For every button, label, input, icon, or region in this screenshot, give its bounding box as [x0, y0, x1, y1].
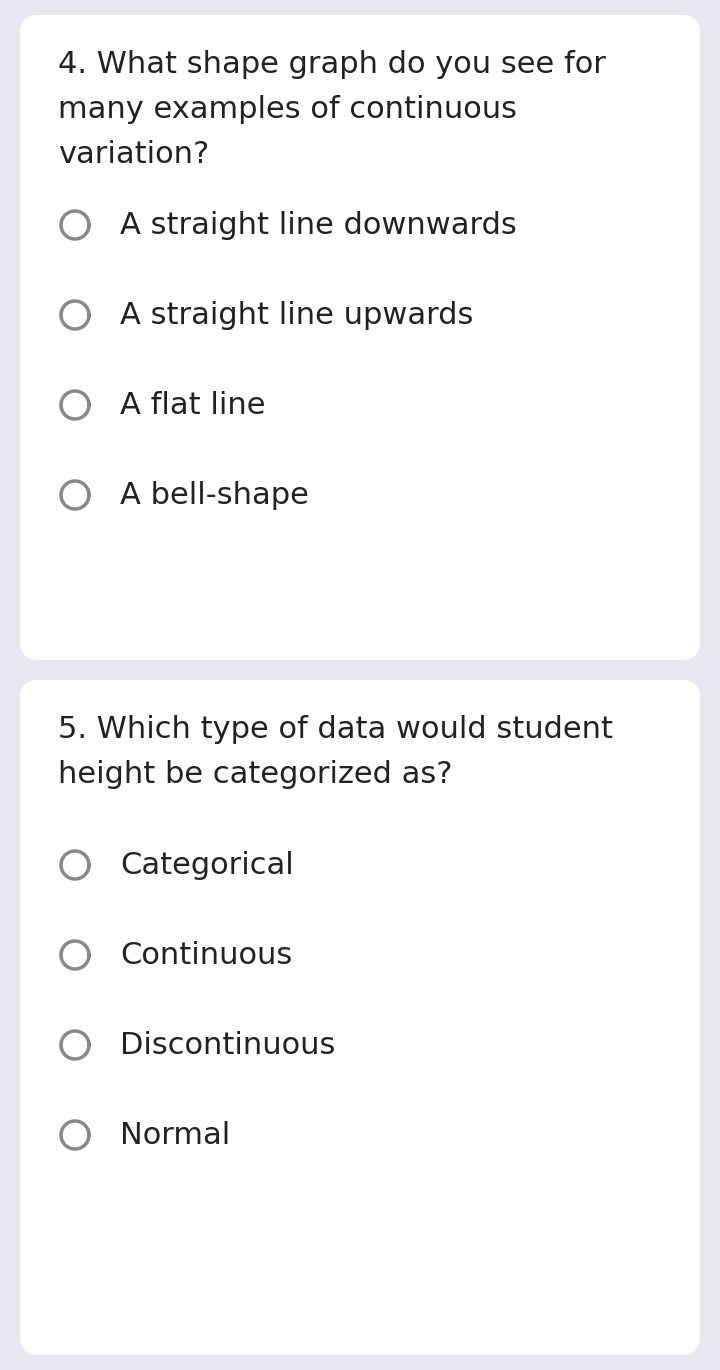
Text: A straight line downwards: A straight line downwards: [120, 211, 517, 240]
Text: 4. What shape graph do you see for
many examples of continuous
variation?: 4. What shape graph do you see for many …: [58, 49, 606, 170]
Text: A flat line: A flat line: [120, 390, 266, 419]
Text: 5. Which type of data would student
height be categorized as?: 5. Which type of data would student heig…: [58, 715, 613, 789]
FancyBboxPatch shape: [20, 15, 700, 660]
Text: Continuous: Continuous: [120, 940, 292, 970]
Text: Normal: Normal: [120, 1121, 230, 1149]
Text: A bell-shape: A bell-shape: [120, 481, 309, 510]
Text: Discontinuous: Discontinuous: [120, 1030, 336, 1059]
FancyBboxPatch shape: [20, 680, 700, 1355]
Text: A straight line upwards: A straight line upwards: [120, 300, 473, 330]
Text: Categorical: Categorical: [120, 851, 294, 880]
